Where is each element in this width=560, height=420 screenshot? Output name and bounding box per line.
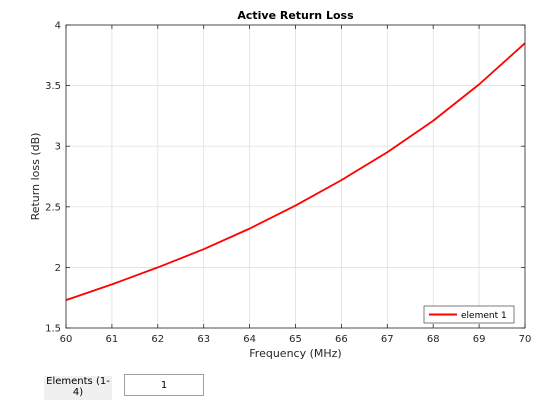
elements-label: Elements (1-4) [44, 376, 112, 400]
y-tick-label: 4 [55, 21, 61, 32]
legend: element 1 [423, 305, 515, 324]
y-tick-label: 3 [55, 142, 61, 153]
ticks: 60 61 62 63 64 65 66 67 68 69 70 1.5 2 2.5 3 3.5 4 [45, 21, 531, 346]
x-tick-label: 65 [289, 334, 302, 345]
y-tick-label: 2.5 [45, 202, 61, 213]
x-tick-label: 66 [335, 334, 348, 345]
x-tick-label: 70 [519, 334, 532, 345]
y-tick-label: 2 [55, 263, 61, 274]
x-tick-label: 67 [381, 334, 394, 345]
series-line-element-1 [65, 42, 526, 301]
x-tick-label: 68 [427, 334, 440, 345]
x-tick-label: 60 [60, 334, 73, 345]
legend-label-element-1: element 1 [461, 311, 507, 321]
y-axis-label: Return loss (dB) [29, 133, 42, 221]
x-tick-label: 63 [197, 334, 210, 345]
y-tick-label: 3.5 [45, 81, 61, 92]
x-tick-label: 69 [473, 334, 486, 345]
return-loss-chart: 60 61 62 63 64 65 66 67 68 69 70 1.5 2 2.5 3 3.5 4 Activ… [29, 9, 531, 360]
x-tick-label: 62 [151, 334, 164, 345]
x-tick-label: 61 [106, 334, 119, 345]
x-tick-label: 64 [243, 334, 256, 345]
legend-box [423, 305, 515, 324]
x-axis-label: Frequency (MHz) [249, 347, 341, 360]
chart-title: Active Return Loss [237, 9, 354, 22]
series-layer [65, 42, 526, 301]
elements-input[interactable] [124, 374, 204, 396]
y-tick-label: 1.5 [45, 324, 61, 335]
